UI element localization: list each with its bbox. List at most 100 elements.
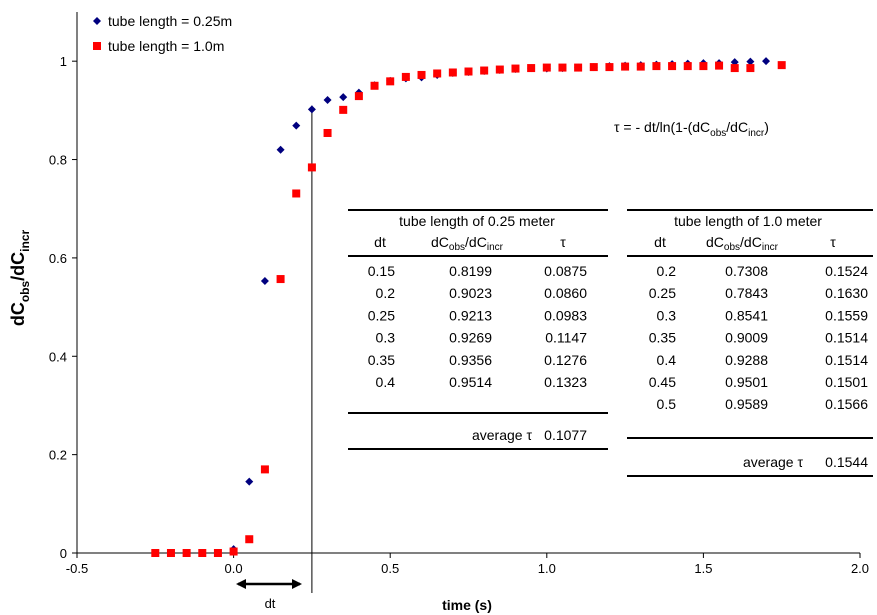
y-axis-title-sub1: obs — [18, 281, 32, 303]
data-point-square — [260, 465, 269, 474]
data-point-square — [652, 62, 661, 71]
data-point-square — [589, 63, 598, 72]
y-tick-label: 0 — [60, 546, 67, 561]
table-0-cell: 0.1323 — [544, 374, 587, 390]
y-tick-label: 0.6 — [49, 251, 67, 266]
table-1-cell: 0.1514 — [825, 352, 868, 368]
table-1-cell: 0.35 — [649, 330, 676, 346]
formula-lhs: τ = - dt/ln(1-(dC — [614, 119, 710, 135]
data-point-square — [401, 72, 410, 81]
table-0-avg-label: average τ — [472, 427, 532, 443]
axes — [76, 12, 860, 554]
data-point-diamond — [276, 145, 285, 154]
table-1-cell: 0.45 — [649, 374, 676, 390]
data-point-square — [198, 549, 207, 557]
table-0-header-tau: τ — [560, 234, 566, 250]
table-1-cell: 0.1630 — [825, 285, 868, 301]
data-point-square — [182, 549, 191, 557]
table-0-cell: 0.8199 — [449, 263, 492, 279]
data-point-square — [715, 61, 724, 70]
table-1-cell: 0.1501 — [825, 374, 868, 390]
data-point-square — [354, 92, 363, 101]
table-1-cell: 0.25 — [649, 285, 676, 301]
data-point-square — [605, 63, 614, 72]
table-1-cell: 0.3 — [657, 307, 677, 323]
table-0-header-dt: dt — [374, 234, 386, 250]
table-1-cell: 0.4 — [657, 352, 677, 368]
data-point-square — [339, 105, 348, 114]
data-point-square — [527, 64, 536, 73]
table-0-cell: 0.9213 — [449, 307, 492, 323]
data-point-diamond — [307, 105, 316, 114]
data-point-square — [464, 67, 473, 76]
table-1-header-tau: τ — [830, 234, 836, 250]
data-point-square — [448, 68, 457, 77]
y-axis-title: dCobs/dCincr — [8, 229, 32, 326]
legend-label-0: tube length = 0.25m — [108, 13, 232, 29]
data-point-square — [151, 549, 160, 557]
table-1-cell: 0.9288 — [725, 352, 768, 368]
data-point-diamond — [245, 477, 254, 486]
table-1-avg-label: average τ — [743, 454, 803, 470]
data-point-square — [699, 62, 708, 71]
data-point-diamond — [746, 57, 755, 66]
table-0-cell: 0.4 — [376, 374, 396, 390]
table-1-header-ratio: dCobs/dCincr — [706, 234, 779, 253]
table-0-cell: 0.9023 — [449, 285, 492, 301]
data-point-diamond — [323, 96, 332, 105]
data-point-square — [433, 69, 442, 78]
table-0-cell: 0.1276 — [544, 352, 587, 368]
table-0-rows: 0.15 0.8199 0.0875 0.2 0.9023 0.0860 0.25 0.921… — [368, 263, 587, 390]
x-axis-title: time (s) — [442, 597, 492, 613]
data-point-square — [417, 70, 426, 79]
data-point-square — [495, 65, 504, 74]
data-point-square — [777, 61, 786, 70]
table-1-cell: 0.9501 — [725, 374, 768, 390]
data-point-square — [166, 549, 175, 557]
data-point-square — [245, 535, 254, 544]
x-tick-label: 1.5 — [694, 561, 712, 576]
legend-marker-diamond — [93, 17, 101, 25]
formula-end: ) — [764, 119, 769, 135]
y-axis-title-mid: /dC — [8, 252, 28, 281]
table-0-cell: 0.0875 — [544, 263, 587, 279]
table-1-cell: 0.1514 — [825, 330, 868, 346]
table-tube-025: tube length of 0.25 meter dt dCobs/dCinc… — [348, 209, 608, 450]
table-0-cell: 0.9269 — [449, 330, 492, 346]
table-1-cell: 0.8541 — [725, 307, 768, 323]
data-point-square — [574, 63, 583, 72]
x-tick-label: 0.0 — [225, 561, 243, 576]
table-0-header-ratio: dCobs/dCincr — [431, 234, 504, 253]
data-point-square — [668, 62, 677, 71]
table-0-cell: 0.2 — [376, 285, 396, 301]
table-0-cell: 0.3 — [376, 330, 396, 346]
table-0-cell: 0.0983 — [544, 307, 587, 323]
data-point-square — [370, 81, 379, 90]
table-1-cell: 0.9589 — [725, 396, 768, 412]
table-1-cell: 0.5 — [657, 396, 677, 412]
table-1-cell: 0.1524 — [825, 263, 868, 279]
data-point-square — [636, 62, 645, 71]
data-point-diamond — [260, 277, 269, 286]
table-1-cell: 0.2 — [657, 263, 677, 279]
legend-label-1: tube length = 1.0m — [108, 38, 224, 54]
data-point-square — [542, 63, 551, 72]
y-axis-title-main: dC — [8, 302, 28, 326]
table-1-cell: 0.1566 — [825, 396, 868, 412]
table-0-cell: 0.25 — [368, 307, 395, 323]
data-point-square — [621, 62, 630, 71]
table-0-cell: 0.0860 — [544, 285, 587, 301]
series-1 — [151, 61, 786, 557]
table-1-cell: 0.7843 — [725, 285, 768, 301]
x-tick-label: 2.0 — [851, 561, 869, 576]
data-point-square — [746, 64, 755, 73]
y-tick-label: 0.2 — [49, 448, 67, 463]
data-point-square — [683, 62, 692, 71]
data-point-square — [229, 547, 238, 556]
data-point-square — [480, 66, 489, 75]
data-point-square — [323, 128, 332, 137]
data-point-square — [558, 63, 567, 72]
formula-sub2: incr — [748, 128, 765, 139]
data-series — [151, 57, 786, 557]
data-point-diamond — [339, 93, 348, 102]
